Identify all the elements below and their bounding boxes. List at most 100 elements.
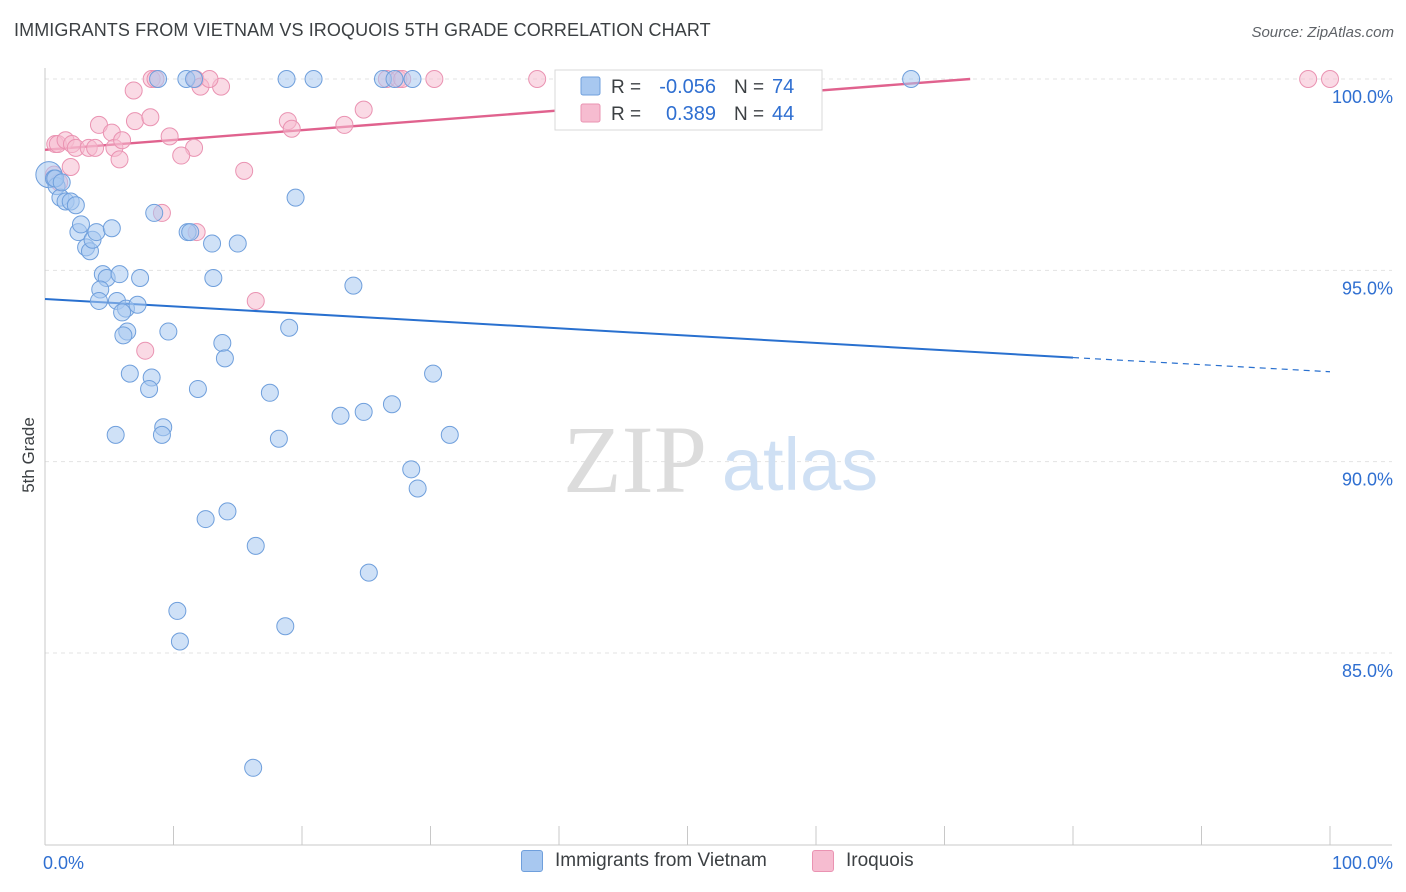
data-point-vietnam	[168, 601, 187, 620]
data-point-iroquois	[235, 161, 254, 180]
data-point-vietnam	[66, 196, 85, 215]
stats-swatch-iroquois	[580, 103, 601, 123]
data-point-vietnam	[159, 322, 178, 341]
data-point-iroquois	[110, 150, 129, 169]
watermark-zip: ZIP	[563, 406, 707, 513]
data-point-iroquois	[200, 70, 219, 88]
stats-n-label-iroquois: N =	[734, 104, 764, 125]
data-point-vietnam	[440, 425, 459, 444]
legend-swatch-vietnam	[521, 850, 543, 872]
data-point-iroquois	[354, 100, 373, 119]
data-point-vietnam	[114, 326, 133, 345]
data-point-vietnam	[260, 383, 279, 402]
stats-box: R = -0.056 N = 74 R = 0.389 N = 44	[554, 69, 823, 131]
data-point-vietnam	[385, 70, 404, 88]
stats-r-value-iroquois: 0.389	[666, 103, 716, 125]
data-point-iroquois	[125, 112, 144, 131]
data-point-vietnam	[152, 425, 171, 444]
legend-label-vietnam: Immigrants from Vietnam	[555, 850, 767, 871]
data-point-vietnam	[382, 395, 401, 414]
chart-title: IMMIGRANTS FROM VIETNAM VS IROQUOIS 5TH …	[14, 20, 711, 40]
data-point-vietnam	[120, 364, 139, 383]
data-point-vietnam	[188, 379, 207, 398]
data-point-vietnam	[185, 70, 204, 88]
data-point-vietnam	[71, 215, 90, 234]
data-point-vietnam	[213, 334, 232, 353]
data-point-vietnam	[131, 268, 150, 287]
data-point-vietnam	[215, 349, 234, 368]
data-point-vietnam	[277, 70, 296, 88]
y-axis-label: 5th Grade	[19, 417, 38, 493]
data-point-vietnam	[344, 276, 363, 295]
data-point-vietnam	[402, 460, 421, 479]
tick-labels: 85.0% 90.0% 95.0% 100.0% 0.0% 100.0%	[43, 87, 1393, 873]
data-point-vietnam	[403, 70, 422, 88]
data-point-iroquois	[86, 138, 105, 157]
watermark: ZIP atlas	[563, 406, 878, 513]
data-point-iroquois	[1321, 70, 1339, 88]
data-point-iroquois	[335, 115, 354, 134]
legend-label-iroquois: Iroquois	[846, 850, 914, 871]
axes	[44, 68, 1392, 846]
data-point-vietnam	[276, 617, 295, 636]
data-point-iroquois	[61, 158, 80, 177]
stats-n-label-vietnam: N =	[734, 77, 764, 98]
data-point-iroquois	[141, 108, 160, 127]
stats-n-value-iroquois: 44	[772, 103, 794, 125]
stats-r-label-iroquois: R =	[611, 104, 641, 125]
legend-item-vietnam[interactable]: Immigrants from Vietnam	[521, 850, 767, 872]
data-point-vietnam	[269, 429, 288, 448]
watermark-atlas: atlas	[722, 423, 878, 506]
data-point-vietnam	[244, 758, 263, 777]
data-point-vietnam	[331, 406, 350, 425]
y-tick-label: 90.0%	[1342, 470, 1393, 490]
gridlines	[45, 78, 1392, 654]
scatter-points	[35, 70, 1339, 777]
data-point-vietnam	[424, 364, 443, 383]
data-point-iroquois	[160, 127, 179, 146]
legend: Immigrants from Vietnam Iroquois	[0, 850, 1406, 880]
data-point-iroquois	[136, 341, 155, 360]
data-point-vietnam	[110, 265, 129, 284]
legend-item-iroquois[interactable]: Iroquois	[812, 850, 914, 872]
data-point-vietnam	[181, 223, 200, 242]
x-tick-label-start: 0.0%	[43, 853, 84, 873]
data-point-vietnam	[140, 379, 159, 398]
data-point-iroquois	[528, 70, 547, 88]
data-point-vietnam	[149, 70, 168, 88]
stats-n-value-vietnam: 74	[772, 76, 794, 98]
data-point-vietnam	[102, 219, 121, 238]
data-point-vietnam	[408, 479, 427, 498]
legend-swatch-iroquois	[812, 850, 834, 872]
stats-r-label-vietnam: R =	[611, 77, 641, 98]
data-point-vietnam	[196, 510, 215, 529]
data-point-iroquois	[425, 70, 444, 88]
data-point-vietnam	[128, 295, 147, 314]
data-point-iroquois	[282, 119, 301, 138]
data-point-vietnam	[170, 632, 189, 651]
chart-source: Source: ZipAtlas.com	[1251, 24, 1394, 41]
data-point-vietnam	[204, 268, 223, 287]
data-point-vietnam	[106, 425, 125, 444]
data-point-vietnam	[286, 188, 305, 207]
data-point-vietnam	[87, 223, 106, 242]
data-point-vietnam	[228, 234, 247, 253]
data-point-vietnam	[145, 203, 164, 222]
data-point-vietnam	[89, 291, 108, 310]
stats-r-value-vietnam: -0.056	[659, 76, 716, 98]
data-point-vietnam	[280, 318, 299, 337]
data-point-vietnam	[902, 70, 921, 88]
data-point-iroquois	[124, 81, 143, 100]
data-point-vietnam	[113, 303, 132, 322]
data-point-vietnam	[246, 536, 265, 555]
data-point-vietnam	[359, 563, 378, 582]
y-tick-label: 100.0%	[1332, 87, 1393, 107]
data-point-vietnam	[52, 173, 71, 192]
y-tick-label: 95.0%	[1342, 278, 1393, 298]
trend-line-vietnam	[44, 298, 1074, 359]
trend-line-iroquois	[44, 77, 971, 151]
x-tick-label-end: 100.0%	[1332, 853, 1393, 873]
stats-swatch-vietnam	[580, 76, 601, 96]
trend-line-vietnam-extension	[1072, 356, 1331, 373]
